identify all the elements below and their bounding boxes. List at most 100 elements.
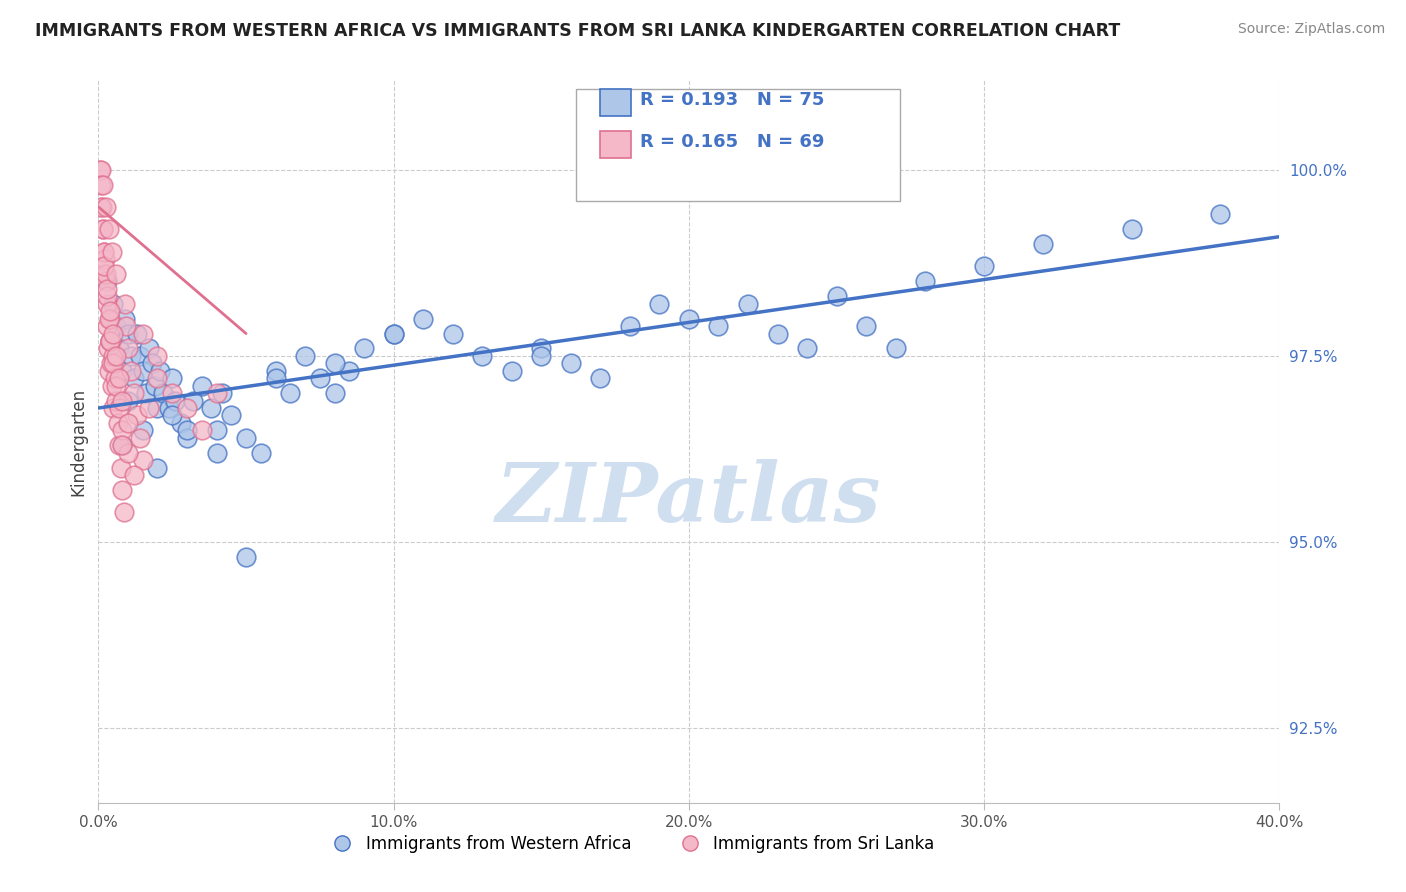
Point xyxy=(111,483,134,497)
Point xyxy=(530,349,553,363)
Point xyxy=(97,222,120,236)
Text: Source: ZipAtlas.com: Source: ZipAtlas.com xyxy=(1237,22,1385,37)
Point xyxy=(105,393,128,408)
Point xyxy=(382,326,405,341)
Point xyxy=(111,423,134,437)
Point xyxy=(98,334,121,348)
Point xyxy=(132,326,155,341)
Point xyxy=(96,297,118,311)
Point xyxy=(103,297,125,311)
Point xyxy=(120,349,142,363)
Point xyxy=(309,371,332,385)
Point xyxy=(589,371,612,385)
Point xyxy=(94,267,117,281)
Point xyxy=(110,460,132,475)
Point xyxy=(973,260,995,274)
Point xyxy=(143,378,166,392)
Point xyxy=(125,326,148,341)
Point xyxy=(93,244,115,259)
Point xyxy=(135,386,157,401)
Point xyxy=(165,393,187,408)
Point xyxy=(294,349,316,363)
Point xyxy=(707,319,730,334)
Point xyxy=(149,364,172,378)
Point xyxy=(103,356,125,370)
Point xyxy=(191,378,214,392)
Legend: Immigrants from Western Africa, Immigrants from Sri Lanka: Immigrants from Western Africa, Immigran… xyxy=(319,828,941,860)
Point xyxy=(162,386,183,401)
Point xyxy=(93,244,115,259)
Point xyxy=(170,416,193,430)
Point xyxy=(471,349,494,363)
Point xyxy=(648,297,671,311)
Point xyxy=(91,222,114,236)
Point xyxy=(132,364,155,378)
Point xyxy=(90,200,112,214)
Point xyxy=(200,401,222,415)
Point xyxy=(114,311,136,326)
Point xyxy=(205,423,228,437)
Point xyxy=(235,431,257,445)
Point xyxy=(97,342,120,356)
Point xyxy=(412,311,434,326)
Point xyxy=(108,342,131,356)
Point xyxy=(112,505,135,519)
Text: R = 0.193   N = 75: R = 0.193 N = 75 xyxy=(640,91,824,109)
Point xyxy=(146,460,169,475)
Point xyxy=(162,371,183,385)
Point xyxy=(91,178,114,192)
Point xyxy=(96,289,118,303)
Text: R = 0.165   N = 69: R = 0.165 N = 69 xyxy=(640,133,824,151)
Point xyxy=(138,342,160,356)
Point xyxy=(280,386,302,401)
Point xyxy=(176,431,198,445)
Point xyxy=(103,326,125,341)
Point xyxy=(132,453,155,467)
Point xyxy=(132,423,155,437)
Point xyxy=(120,364,142,378)
Point xyxy=(105,267,128,281)
Point xyxy=(108,401,131,415)
Point xyxy=(90,162,112,177)
Point xyxy=(91,200,114,214)
Point xyxy=(108,371,131,385)
Point xyxy=(1121,222,1143,236)
Point xyxy=(114,297,136,311)
Point xyxy=(162,409,183,423)
Text: IMMIGRANTS FROM WESTERN AFRICA VS IMMIGRANTS FROM SRI LANKA KINDERGARTEN CORRELA: IMMIGRANTS FROM WESTERN AFRICA VS IMMIGR… xyxy=(35,22,1121,40)
Text: ZIPatlas: ZIPatlas xyxy=(496,459,882,540)
Point xyxy=(737,297,759,311)
Point xyxy=(914,274,936,288)
Point xyxy=(98,334,121,348)
Point xyxy=(264,364,287,378)
Point xyxy=(105,378,128,392)
Point xyxy=(111,393,134,408)
Point xyxy=(141,356,163,370)
Point xyxy=(117,416,139,430)
Point xyxy=(323,356,346,370)
Point xyxy=(146,401,169,415)
Point xyxy=(98,334,121,348)
Point xyxy=(122,371,145,385)
Point xyxy=(176,423,198,437)
Point xyxy=(98,304,121,318)
Point xyxy=(104,371,127,385)
Point xyxy=(339,364,361,378)
Point xyxy=(107,416,129,430)
Point xyxy=(94,274,117,288)
Point xyxy=(235,549,257,564)
Point xyxy=(221,409,243,423)
Point xyxy=(128,349,150,363)
Point xyxy=(122,468,145,483)
Point xyxy=(560,356,582,370)
Point xyxy=(97,311,120,326)
Point xyxy=(619,319,641,334)
Point xyxy=(146,371,169,385)
Point xyxy=(93,260,115,274)
Point xyxy=(96,319,118,334)
Point xyxy=(103,349,125,363)
Point xyxy=(117,393,139,408)
Point xyxy=(125,409,148,423)
Point xyxy=(117,342,139,356)
Point xyxy=(115,319,138,334)
